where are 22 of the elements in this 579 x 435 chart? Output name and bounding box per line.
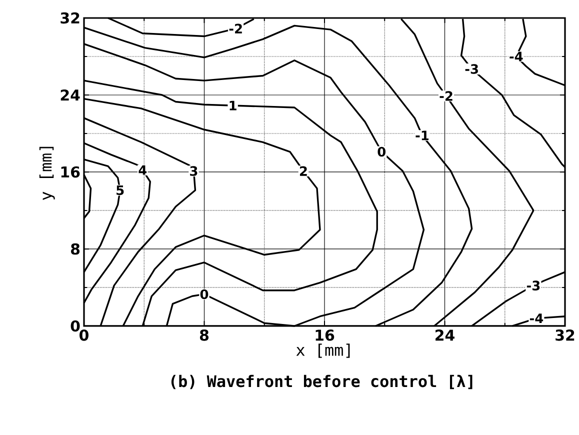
annotation: 0: [200, 289, 208, 300]
annotation: -3: [526, 280, 540, 290]
x-axis-title: x [mm]: [296, 344, 350, 358]
annotation: 4: [138, 165, 147, 175]
x-tick-label: 32: [556, 330, 574, 341]
y-tick-label: 8: [70, 243, 80, 255]
y-tick-label: 32: [60, 12, 80, 24]
annotation: 1: [230, 100, 236, 110]
x-tick-label: 8: [200, 330, 209, 341]
x-tick-label: 16: [316, 330, 334, 341]
y-tick-label: 24: [60, 89, 80, 101]
y-axis-title: y [mm]: [39, 146, 55, 200]
annotation: 5: [116, 185, 124, 196]
annotation: 0: [378, 146, 386, 157]
annotation: 3: [190, 166, 198, 176]
x-tick-label: 24: [436, 330, 454, 341]
annotation: 2: [300, 166, 307, 176]
text: (b) Wavefront before control [λ]: [171, 374, 472, 390]
y-tick-label: 0: [70, 320, 80, 332]
annotation: -4: [530, 314, 544, 324]
y-tick-label: 16: [61, 166, 80, 178]
x-tick-label: 0: [80, 330, 88, 341]
